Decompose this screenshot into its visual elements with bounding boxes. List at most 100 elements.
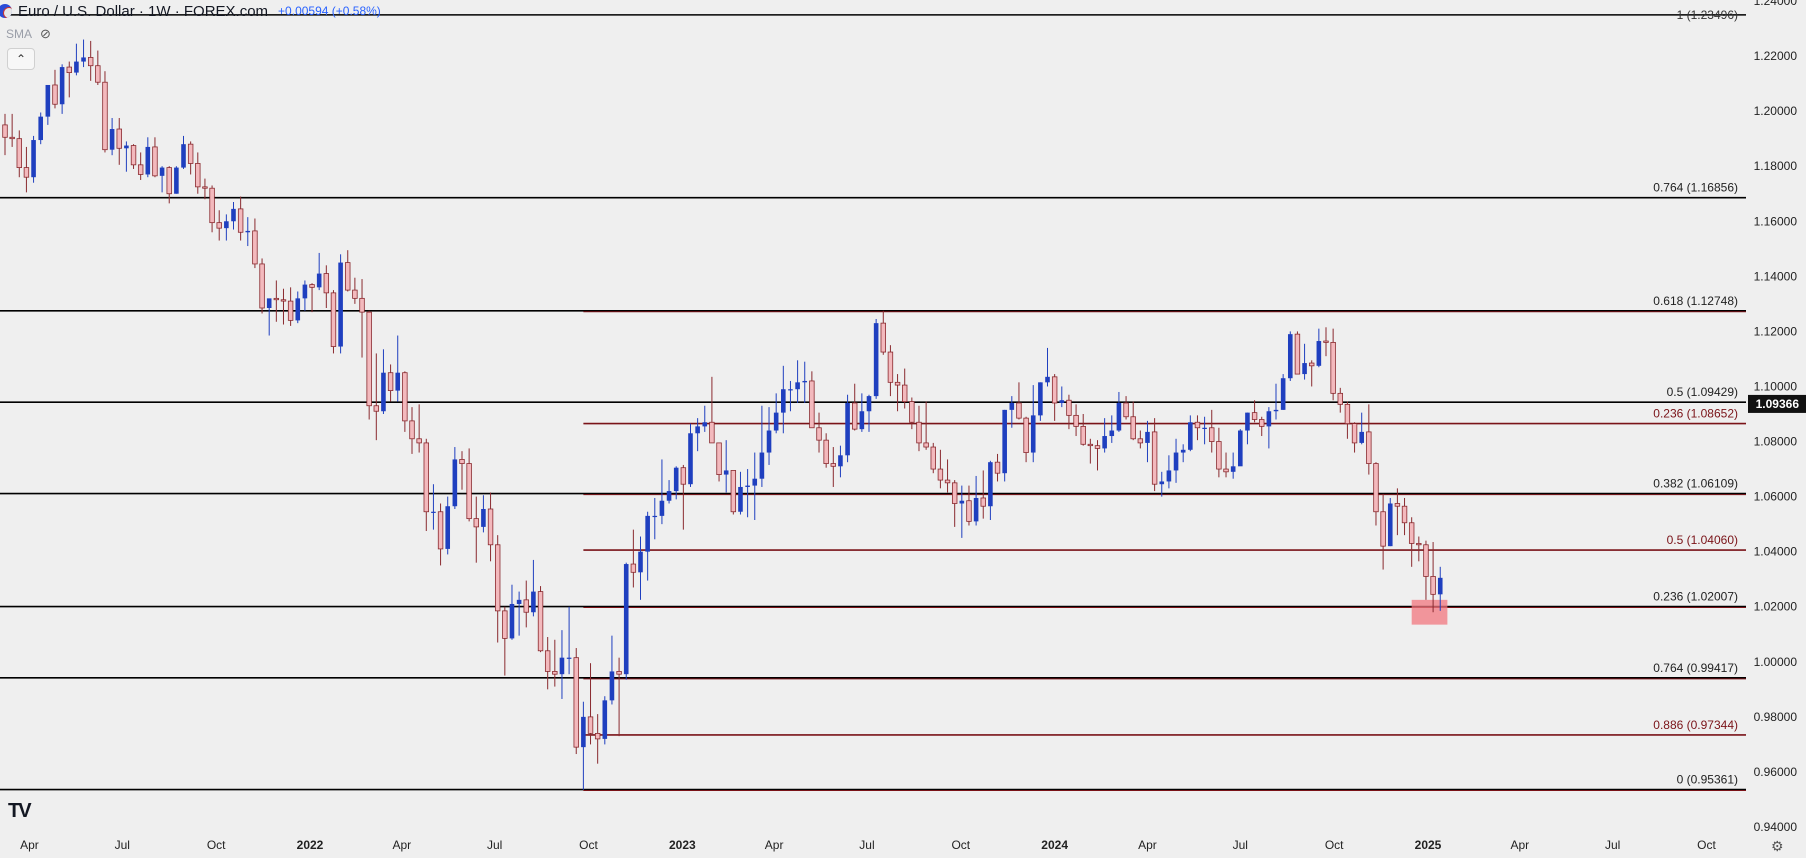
candle-body (45, 84, 51, 117)
candle-bearish (1023, 416, 1029, 463)
x-tick-label: Jul (1233, 838, 1248, 852)
candle-body (338, 262, 343, 347)
candle-body (1380, 511, 1386, 547)
level-label: 0.236 (1.08652) (1653, 407, 1738, 421)
candle-body (738, 486, 743, 512)
candle-body (609, 671, 615, 701)
candle-bullish (1109, 415, 1115, 443)
indicator-label[interactable]: SMA (6, 27, 33, 41)
candle-bearish (1151, 418, 1158, 492)
candle-body (1302, 363, 1307, 375)
candle-body (1009, 402, 1015, 410)
symbol-title[interactable]: Euro / U.S. Dollar · 1W · FOREX.com (18, 2, 269, 20)
candle-body (473, 518, 479, 528)
candle-bullish (1038, 382, 1043, 421)
candle-body (852, 402, 858, 430)
candle-body (795, 382, 800, 390)
tradingview-logo-icon[interactable]: TV (8, 800, 32, 822)
candle-body (402, 372, 408, 422)
candle-body (816, 427, 822, 441)
candle-bullish (638, 536, 643, 600)
candle-body (1216, 441, 1222, 470)
y-tick-label: 0.96000 (1754, 765, 1798, 779)
candle-body (152, 146, 158, 177)
candle-body (352, 289, 358, 299)
candle-bullish (1045, 347, 1050, 387)
candle-bearish (852, 383, 858, 431)
x-tick-label: Apr (20, 838, 39, 852)
candle-bullish (745, 469, 750, 518)
y-tick-label: 1.00000 (1754, 655, 1798, 669)
candle-body (659, 500, 665, 516)
candle-body (23, 167, 30, 178)
candle-body (1430, 576, 1436, 595)
candle-body (1151, 431, 1158, 485)
candle-body (38, 116, 44, 141)
candle-body (1145, 431, 1150, 443)
price-axis[interactable]: 1.24000 1.22000 1.20000 1.18000 1.16000 1.140… (1746, 0, 1806, 842)
candle-bullish (1273, 383, 1279, 420)
candle-bullish (688, 423, 693, 487)
candle-body (752, 478, 758, 486)
candle-bearish (1209, 409, 1215, 453)
candle-body (52, 84, 58, 105)
hidden-eye-icon[interactable]: ⊘ (40, 26, 51, 41)
x-tick-label: Jul (1605, 838, 1620, 852)
candle-body (1159, 481, 1165, 485)
candle-bullish (609, 635, 615, 705)
candle-bearish (87, 40, 94, 81)
candle-bearish (880, 310, 886, 355)
candle-bullish (381, 349, 386, 414)
collapse-indicators-button[interactable]: ⌃ (7, 48, 35, 70)
candle-body (1094, 445, 1101, 449)
candle-body (195, 163, 201, 188)
candle-body (1173, 452, 1179, 471)
candle-bearish (930, 442, 936, 474)
x-tick-label: Oct (579, 838, 598, 852)
candle-bearish (373, 353, 380, 441)
level-label-top: 1 (1.23496) (1677, 8, 1738, 22)
candle-bearish (1194, 415, 1201, 441)
candle-body (880, 322, 886, 353)
candle-bullish (124, 141, 129, 172)
candle-body (259, 263, 265, 309)
candle-body (395, 372, 401, 391)
candle-bullish (174, 166, 179, 194)
indicator-row[interactable]: SMA ⊘ (6, 26, 51, 42)
candle-body (373, 405, 380, 412)
candle-bullish (566, 606, 572, 675)
candle-body (916, 421, 922, 444)
candle-bearish (680, 464, 687, 530)
candle-bearish (1216, 427, 1222, 478)
candle-bearish (887, 345, 894, 397)
candle-body (1130, 416, 1136, 440)
y-tick-label: 1.18000 (1754, 159, 1798, 173)
candle-bullish (766, 407, 772, 465)
candle-body (1051, 376, 1058, 404)
candle-body (630, 563, 637, 573)
candle-body (894, 381, 901, 386)
candle-bullish (673, 466, 679, 500)
candle-bullish (581, 701, 586, 790)
candle-bearish (287, 287, 294, 326)
candle-body (1087, 443, 1094, 447)
candle-body (994, 461, 1001, 474)
y-tick-label: 1.24000 (1754, 0, 1798, 8)
candle-bearish (1223, 452, 1229, 478)
candle-bearish (1394, 488, 1401, 536)
candle-body (359, 297, 365, 313)
candle-bearish (280, 288, 287, 325)
candle-bearish (473, 496, 479, 563)
candle-body (31, 140, 36, 178)
candle-bullish (431, 484, 436, 530)
settings-gear-icon[interactable]: ⚙ (1771, 838, 1784, 854)
candle-bullish (1302, 343, 1307, 380)
candle-body (1002, 409, 1007, 474)
candle-body (409, 420, 415, 440)
candle-bearish (994, 453, 1001, 482)
candle-body (1423, 544, 1429, 577)
candle-bullish (559, 630, 565, 699)
time-axis[interactable]: Apr Jul Oct 2022 Apr Jul Oct 2023 Apr Jul Oct 2024 A… (20, 838, 1716, 852)
candle-bearish (95, 50, 101, 85)
